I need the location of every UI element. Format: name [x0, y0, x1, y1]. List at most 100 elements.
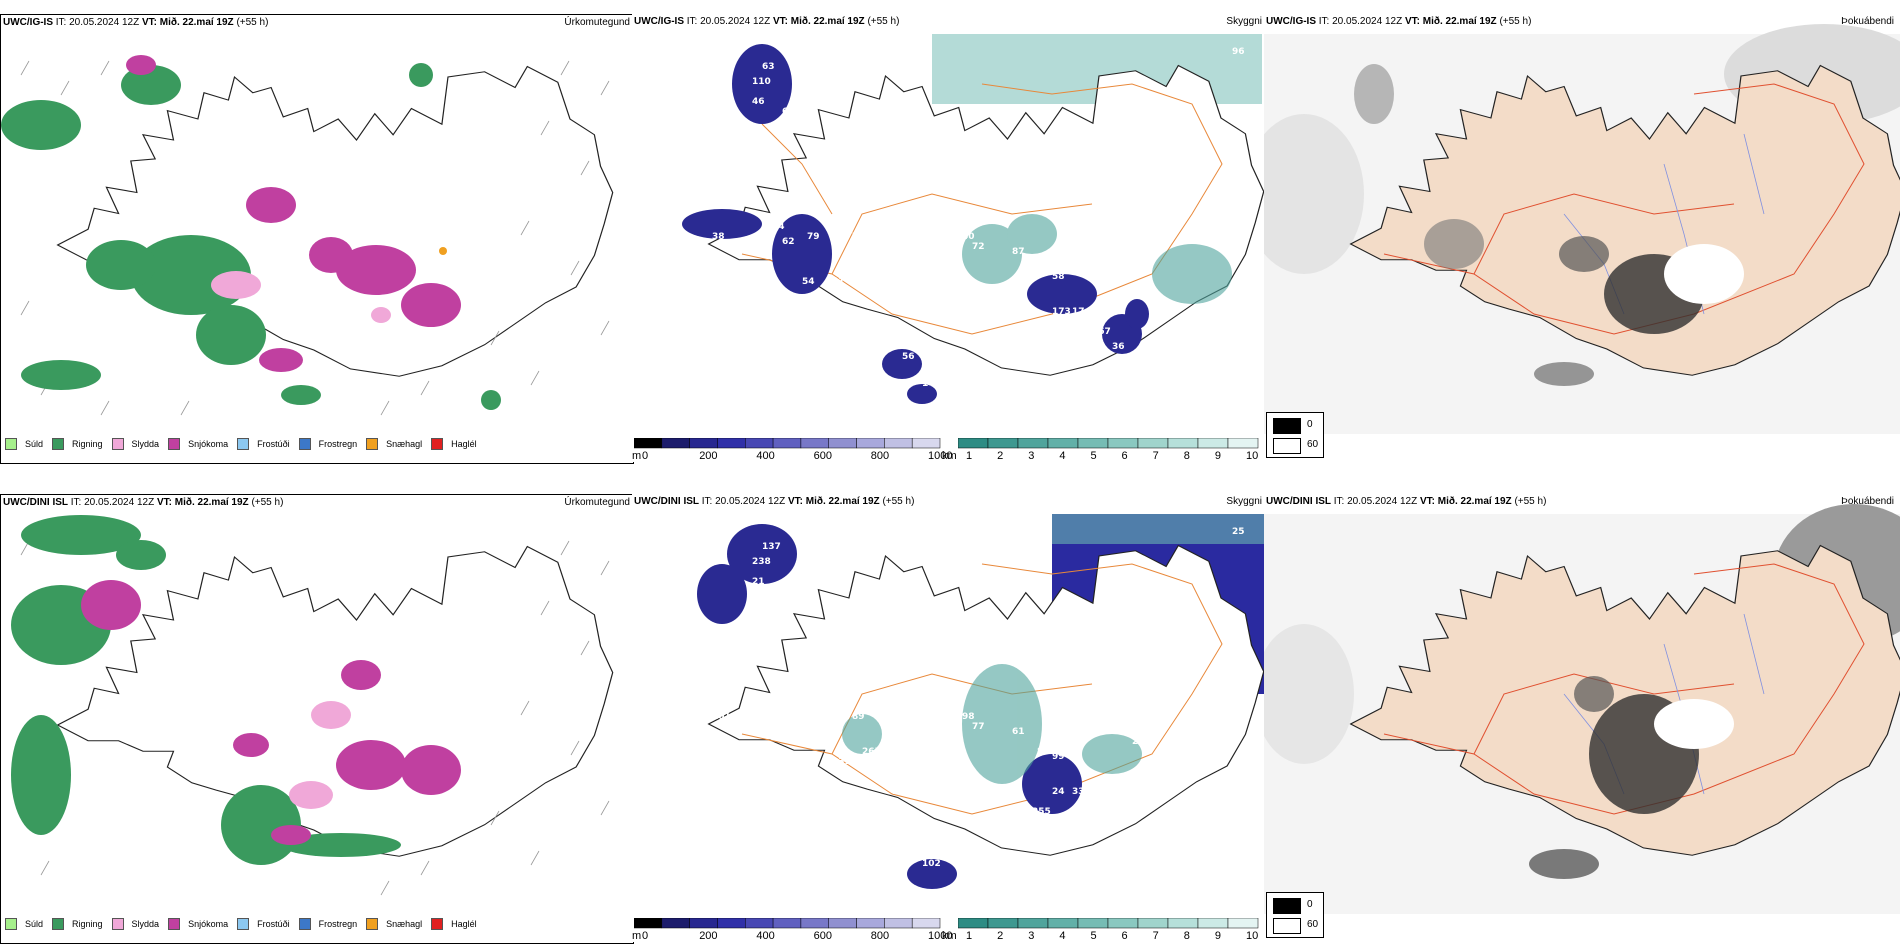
rain-areas [1, 63, 501, 410]
colorbar-cell [911, 437, 941, 449]
colorbar-tick: 0 [642, 450, 649, 462]
visibility-value: 92 [802, 757, 815, 767]
legend-item-rigning: Rigning [52, 438, 103, 450]
visibility-value: 58 [1037, 267, 1050, 277]
cloudbase-colorbar-bottom: m 0 200 400 600 800 1000 [632, 917, 952, 942]
fog-areas [1529, 676, 1734, 879]
vt-label: VT: [787, 496, 803, 507]
visibility-value: 68 [782, 107, 795, 117]
legend-swatch [52, 438, 65, 450]
legend-item-slydda: Slydda [111, 918, 159, 930]
it-label: IT: [1333, 496, 1345, 507]
lead-time: (+55 h) [251, 497, 284, 508]
colorbar-tick: 10 [1246, 930, 1259, 942]
visibility-value: 98 [832, 697, 845, 707]
visibility-value: 96 [782, 717, 795, 727]
colorbar-cell [772, 917, 802, 929]
colorbar-cell [1047, 917, 1079, 929]
snow-areas [126, 55, 461, 372]
it-value: 20.05.2024 12Z [69, 17, 140, 28]
legend-swatch [52, 918, 65, 930]
visibility-value: 238 [752, 557, 771, 567]
visibility-header-top: UWC/IG-IS IT: 20.05.2024 12Z VT: Mið. 22… [634, 16, 899, 27]
cloudbase-colorbar-top: m 0 200 400 600 800 1000 [632, 437, 952, 462]
colorbar-cell [1197, 437, 1229, 449]
legend-label: Haglél [451, 919, 477, 929]
vis-areas [962, 214, 1232, 304]
colorbar-cell [689, 917, 718, 929]
cloudbase-bar [633, 437, 941, 449]
fog-panel-top: UWC/IG-IS IT: 20.05.2024 12Z VT: Mið. 22… [1264, 14, 1900, 462]
legend-item-frostúði: Frostúði [237, 918, 290, 930]
visibility-value: 108 [792, 332, 811, 342]
precip-map-top [1, 55, 614, 416]
visibility-value: 72 [972, 242, 985, 252]
fog-swatch-0 [1273, 898, 1301, 914]
visibility-value: 39 [1132, 237, 1145, 247]
colorbar-cell [1077, 437, 1109, 449]
legend-swatch [431, 438, 444, 450]
colorbar-tick: 200 [699, 450, 718, 462]
colorbar-tick: 9 [1214, 450, 1221, 462]
fog-swatch-0 [1273, 418, 1301, 434]
visibility-value: 56 [902, 352, 915, 362]
model-name: UWC/DINI ISL [3, 497, 68, 508]
lead-time: (+55 h) [882, 496, 915, 507]
visibility-value: 131 [832, 757, 851, 767]
colorbar-tick: 200 [699, 930, 718, 942]
colorbar-tick: 5 [1090, 450, 1097, 462]
legend-label: Rigning [72, 439, 103, 449]
colorbar-cell [661, 917, 690, 929]
visibility-value: 28 [1092, 807, 1105, 817]
visibility-value: 59 [812, 297, 825, 307]
visibility-value: 180 [1032, 327, 1051, 337]
vt-value: Mið. 22.maí 19Z [174, 497, 249, 508]
precip-map-bottom [11, 515, 614, 896]
visibility-value: 25 [1232, 527, 1245, 537]
fog-label-0: 0 [1307, 419, 1313, 430]
fog-title-top: Þokuábendi [1841, 16, 1894, 27]
vt-label: VT: [156, 497, 172, 508]
visibility-value: 78 [852, 232, 865, 242]
colorbar-tick: 800 [870, 930, 890, 942]
colorbar-cell [987, 917, 1019, 929]
visibility-value: 63 [762, 62, 775, 72]
colorbar-cell [772, 437, 802, 449]
fog-swatch-60 [1273, 438, 1301, 454]
visibility-value: 96 [1232, 47, 1245, 57]
visibility-value: 62 [782, 237, 795, 247]
colorbar-cell [1077, 917, 1109, 929]
visibility-value: 137 [762, 542, 781, 552]
legend-swatch [111, 918, 124, 930]
visibility-value: 118 [892, 787, 911, 797]
colorbar-tick: 8 [1183, 450, 1190, 462]
legend-swatch [111, 438, 124, 450]
visibility-value: 17 [1072, 307, 1085, 317]
legend-label: Snæhagl [386, 919, 423, 929]
vt-value: Mið. 22.maí 19Z [159, 17, 234, 28]
colorbar-cell [717, 437, 746, 449]
legend-item-snjókoma: Snjókoma [168, 918, 228, 930]
precip-legend-top: Súld Rigning Slydda Snjókoma Frostúði Frostre… [5, 433, 486, 455]
visibility-value: 24 [1052, 787, 1065, 797]
fog-label-60: 60 [1307, 439, 1319, 450]
visibility-value: 102 [922, 859, 941, 869]
visibility-value: 101 [702, 637, 721, 647]
legend-item-snjókoma: Snjókoma [168, 438, 228, 450]
legend-swatch [298, 438, 311, 450]
legend-item-frostregn: Frostregn [298, 438, 357, 450]
colorbar-tick: 1 [966, 930, 973, 942]
colorbar-cell [661, 437, 690, 449]
visibility-value: 110 [702, 157, 721, 167]
legend-swatch [366, 918, 379, 930]
visibility-value: 36 [1112, 342, 1125, 352]
legend-swatch [5, 438, 17, 450]
colorbar-cell [828, 437, 857, 449]
visibility-value: 45 [1052, 727, 1065, 737]
visibility-value: 5 [892, 282, 898, 292]
colorbar-tick: 6 [1121, 450, 1128, 462]
colorbar-cell [1167, 917, 1199, 929]
precip-panel-bottom: UWC/DINI ISL IT: 20.05.2024 12Z VT: Mið.… [0, 494, 634, 944]
